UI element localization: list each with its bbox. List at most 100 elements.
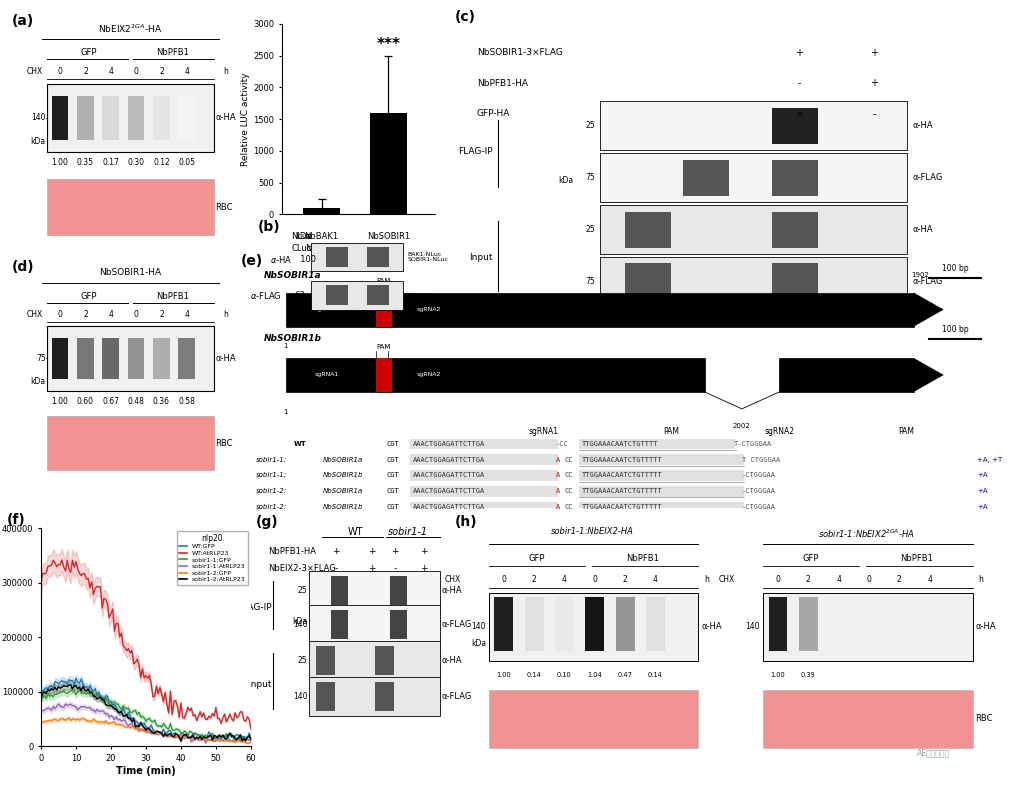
WT:GFP (245, 733, 257, 742)
Text: RBC: RBC (975, 714, 992, 723)
Text: AAACTGGAGATTCTTGA: AAACTGGAGATTCTTGA (413, 441, 484, 447)
Bar (772, 211, 818, 249)
Bar (309, 605, 440, 644)
Text: NbSOBIR1a: NbSOBIR1a (324, 488, 364, 494)
Bar (625, 264, 671, 300)
sobir1-2:AtRLP23 (65, 680, 77, 690)
Bar (390, 610, 408, 638)
sobir1-1:AtRLP23 (168, 732, 180, 742)
Text: +: + (870, 48, 879, 57)
Text: α-HA: α-HA (215, 114, 236, 122)
Text: PAM: PAM (376, 278, 390, 284)
Text: 0.14: 0.14 (526, 672, 542, 678)
Text: +: + (369, 564, 376, 573)
Bar (77, 337, 94, 380)
Text: A: A (556, 472, 560, 479)
Text: FLAG-IP: FLAG-IP (458, 148, 493, 156)
Text: 4: 4 (184, 67, 189, 75)
Text: α-FLAG: α-FLAG (912, 277, 942, 287)
sobir1-1:AtRLP23 (234, 737, 247, 746)
Text: GFP: GFP (803, 554, 819, 563)
Text: TTGGAAACAATCTGTTTT: TTGGAAACAATCTGTTTT (582, 441, 658, 447)
Text: $\alpha$-HA: $\alpha$-HA (270, 253, 293, 264)
Bar (600, 257, 906, 306)
sobir1-2:GFP (62, 713, 75, 723)
Text: 1.00: 1.00 (497, 672, 511, 678)
Bar (580, 502, 743, 512)
sobir1-2:GFP (86, 717, 98, 727)
Text: 100: 100 (295, 255, 315, 264)
Bar (646, 596, 665, 651)
Text: +A: +A (977, 472, 988, 479)
sobir1-1:GFP (245, 734, 257, 743)
Bar (47, 326, 214, 391)
Bar (615, 596, 635, 651)
Text: 0.47: 0.47 (617, 672, 633, 678)
Text: NbSOBIR1a: NbSOBIR1a (324, 457, 364, 463)
Text: 2: 2 (806, 575, 811, 584)
WT:AtRLP23 (35, 580, 47, 589)
Text: (a): (a) (11, 13, 34, 28)
Text: +: + (870, 78, 879, 88)
Text: (g): (g) (256, 515, 279, 530)
Text: NbSOBIR1b: NbSOBIR1b (324, 472, 364, 479)
Text: +: + (369, 547, 376, 556)
Text: CC: CC (564, 457, 573, 463)
Text: sgRNA2: sgRNA2 (417, 307, 441, 312)
Text: 0.60: 0.60 (77, 397, 94, 406)
WT:AtRLP23 (168, 696, 180, 706)
Text: h: h (978, 575, 983, 584)
Text: NbPFB1-HA: NbPFB1-HA (268, 547, 316, 556)
Text: -CTGGGAA: -CTGGGAA (742, 488, 776, 494)
Text: Input: Input (248, 680, 271, 689)
Text: 4: 4 (184, 310, 189, 319)
Text: 0: 0 (57, 67, 62, 75)
Text: 140: 140 (293, 619, 307, 629)
Bar (309, 571, 440, 610)
Bar (411, 438, 558, 449)
Bar (332, 610, 348, 638)
Text: 2: 2 (83, 310, 88, 319)
Text: 1.00: 1.00 (51, 159, 69, 168)
Text: 0.05: 0.05 (178, 159, 196, 168)
Text: 0.67: 0.67 (102, 397, 119, 406)
Text: kDa: kDa (31, 137, 46, 146)
Bar (763, 689, 973, 748)
sobir1-2:GFP (242, 738, 254, 748)
Bar (376, 358, 392, 392)
Text: 140: 140 (293, 692, 307, 701)
sobir1-2:AtRLP23 (245, 734, 257, 744)
Line: WT:GFP: WT:GFP (41, 678, 251, 739)
WT:AtRLP23 (245, 724, 257, 734)
Text: CC: CC (564, 504, 573, 510)
Text: GFP: GFP (81, 292, 97, 301)
Text: 100 bp: 100 bp (942, 264, 969, 273)
Text: α-HA: α-HA (442, 656, 463, 665)
Text: CGT: CGT (387, 488, 399, 494)
Bar (102, 95, 119, 140)
Bar (315, 646, 336, 675)
Text: T-CTGGGAA: T-CTGGGAA (733, 441, 772, 447)
X-axis label: Time (min): Time (min) (116, 765, 176, 776)
Text: α-FLAG: α-FLAG (912, 173, 942, 183)
Text: PAM: PAM (663, 426, 679, 435)
sobir1-2:GFP (178, 732, 190, 742)
Text: NbEIX2-3×FLAG: NbEIX2-3×FLAG (268, 564, 336, 573)
Text: NbPFB1: NbPFB1 (900, 554, 934, 563)
Bar (580, 454, 743, 465)
sobir1-2:AtRLP23 (175, 737, 187, 746)
WT:AtRLP23 (178, 713, 190, 723)
sobir1-2:GFP (245, 737, 257, 746)
Text: 0: 0 (133, 67, 138, 75)
sobir1-2:GFP (55, 714, 68, 723)
Text: PFB1-CLuc: PFB1-CLuc (408, 293, 440, 298)
Bar (367, 247, 389, 267)
Text: 75: 75 (36, 354, 46, 363)
Bar (411, 502, 558, 512)
Text: (c): (c) (455, 10, 476, 24)
Text: PAM: PAM (898, 426, 914, 435)
sobir1-1:GFP (126, 707, 138, 717)
Bar (586, 596, 604, 651)
Text: -: - (393, 564, 397, 573)
Text: (e): (e) (241, 254, 263, 268)
